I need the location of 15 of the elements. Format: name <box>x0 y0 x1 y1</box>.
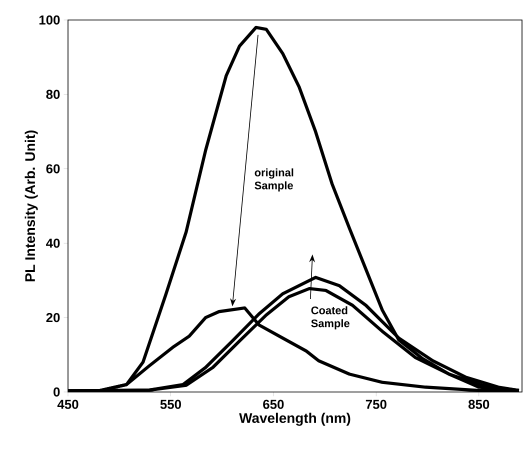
y-tick-label: 60 <box>46 164 60 174</box>
x-tick-label: 650 <box>263 400 284 409</box>
x-tick-label: 550 <box>160 400 181 409</box>
y-tick-label: 80 <box>46 90 60 99</box>
y-tick-label: 40 <box>46 238 60 248</box>
x-axis-title: Wavelength (nm) <box>239 412 350 426</box>
y-tick-label: 100 <box>39 15 60 25</box>
x-tick-label: 750 <box>366 400 386 409</box>
annotation: original Sample <box>254 168 294 192</box>
x-tick-label: 450 <box>57 400 78 409</box>
y-tick-label: 0 <box>54 387 60 397</box>
x-tick-label: 850 <box>468 400 490 409</box>
annotation: Coated Sample <box>311 306 350 330</box>
y-tick-label: 20 <box>46 312 60 322</box>
y-axis-title: PL Intensity (Arb. Unit) <box>24 130 38 282</box>
